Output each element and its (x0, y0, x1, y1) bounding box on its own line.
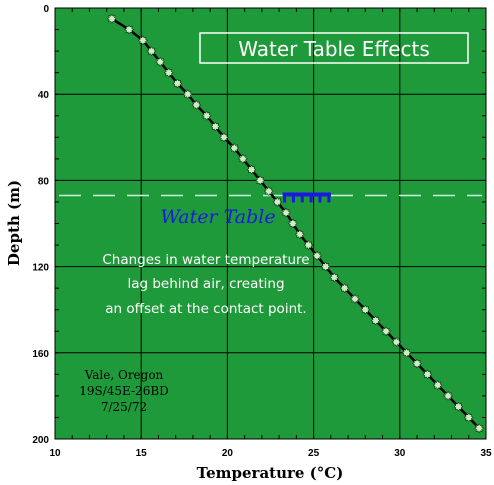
data-point (443, 390, 454, 401)
data-point (412, 358, 423, 369)
data-point (432, 380, 443, 391)
data-point (303, 240, 314, 251)
data-point (401, 347, 412, 358)
data-point (349, 293, 360, 304)
y-tick-label: 0 (43, 4, 49, 15)
data-point (246, 164, 257, 175)
x-tick-label: 30 (394, 448, 406, 459)
y-axis-title: Depth (m) (5, 180, 23, 266)
data-point (287, 218, 298, 229)
x-axis-ticks: 10 15 20 25 30 35 (49, 448, 492, 459)
data-point (182, 89, 193, 100)
x-tick-label: 20 (222, 448, 234, 459)
y-axis-ticks: 0 40 80 120 160 200 (32, 4, 49, 446)
y-tick-label: 120 (32, 263, 49, 274)
x-axis-title: Temperature (°C) (197, 464, 344, 482)
data-point (329, 272, 340, 283)
data-point (360, 304, 371, 315)
water-table-tooth (309, 195, 313, 203)
water-table-tooth (283, 195, 287, 203)
data-point (370, 315, 381, 326)
water-table-tooth (327, 195, 331, 203)
data-point (210, 121, 221, 132)
data-point (106, 13, 117, 24)
y-tick-label: 80 (38, 176, 50, 187)
location-line-2: 19S/45E-26BD (79, 384, 169, 398)
y-tick-label: 200 (32, 435, 49, 446)
water-table-tooth (291, 195, 295, 203)
data-point (229, 143, 240, 154)
x-tick-label: 10 (49, 448, 61, 459)
chart-title: Water Table Effects (238, 37, 430, 61)
water-table-bar (282, 192, 331, 197)
data-point (163, 67, 174, 78)
data-point (380, 326, 392, 337)
water-table-symbol (282, 192, 331, 203)
data-point (172, 78, 183, 89)
data-point (463, 412, 474, 423)
data-point (320, 261, 331, 272)
note-line-2: lag behind air, creating (127, 276, 284, 292)
location-line-1: Vale, Oregon (84, 368, 164, 382)
data-point (237, 153, 248, 164)
data-point (281, 207, 292, 218)
note-line-1: Changes in water temperature (102, 252, 309, 268)
water-table-tooth (300, 195, 304, 203)
data-point (137, 35, 148, 46)
water-table-tooth (318, 195, 322, 203)
x-tick-label: 35 (480, 448, 492, 459)
water-table-label: Water Table (160, 206, 275, 228)
data-point (312, 250, 323, 261)
data-point (155, 56, 166, 67)
data-point (272, 196, 283, 207)
plot-area (54, 7, 487, 440)
data-points (106, 13, 485, 434)
data-point (453, 401, 464, 412)
data-point (218, 132, 229, 143)
data-point (146, 46, 157, 57)
x-tick-label: 15 (136, 448, 148, 459)
data-point (124, 24, 135, 35)
data-point (263, 186, 274, 197)
data-point (191, 99, 202, 110)
data-point (201, 110, 212, 121)
data-point (294, 229, 305, 240)
data-point (422, 369, 433, 380)
x-tick-label: 25 (308, 448, 320, 459)
y-tick-label: 160 (32, 349, 49, 360)
data-point (255, 175, 266, 186)
note-line-3: an offset at the contact point. (105, 301, 306, 317)
y-tick-label: 40 (38, 90, 50, 101)
data-point (474, 423, 485, 434)
data-point (391, 337, 402, 348)
location-line-3: 7/25/72 (101, 400, 147, 414)
grid (54, 7, 487, 440)
title-box (199, 32, 469, 64)
data-point (339, 283, 350, 294)
